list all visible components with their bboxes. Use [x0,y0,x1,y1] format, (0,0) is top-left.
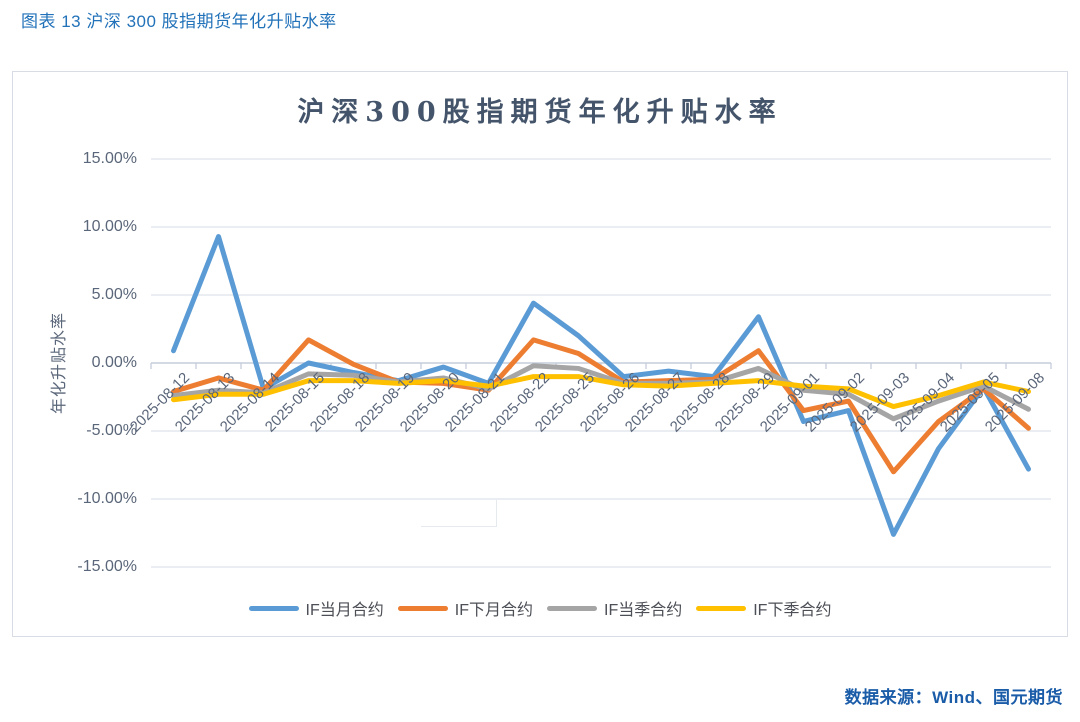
y-tick-label: -10.00% [77,490,137,507]
y-tick-label: 10.00% [82,218,137,235]
legend-label: IF当月合约 [305,602,384,619]
legend-line-marker [547,605,597,611]
legend-label: IF下月合约 [454,602,533,619]
legend-item-3: IF下季合约 [696,596,831,620]
legend-item-1: IF下月合约 [397,596,533,620]
chart-container: 沪深300股指期货年化升贴水率 年化升贴水率 15.00% 10.00% 5.00%… [12,71,1068,637]
legend-item-0: IF当月合约 [248,596,384,620]
series-line-2 [171,363,1031,422]
legend-item-2: IF当季合约 [547,596,682,620]
series-line-3 [171,374,1031,410]
legend-line-marker [397,605,448,611]
figure-caption: 图表 13 沪深 300 股指期货年化升贴水率 [21,12,337,31]
y-tick-label: 0.00% [91,354,137,371]
legend-line-marker [696,605,747,611]
y-tick-label: 5.00% [91,286,137,303]
y-tick-label: 15.00% [82,150,137,167]
plot-area [150,158,1052,568]
series-line-0 [171,234,1031,537]
series-line-1 [171,337,1031,475]
legend-line-marker [248,605,299,611]
data-source: 数据来源：Wind、国元期货 [844,688,1063,707]
artifact-box [421,500,497,527]
y-tick-label: -15.00% [77,558,137,575]
y-tick-label: -5.00% [86,422,137,439]
legend-label: IF当季合约 [604,602,683,619]
legend-label: IF下季合约 [753,602,832,619]
legend: IF当月合约 IF下月合约 IF当季合约 IF下季合约 [13,596,1067,620]
chart-title: 沪深300股指期货年化升贴水率 [297,97,783,128]
